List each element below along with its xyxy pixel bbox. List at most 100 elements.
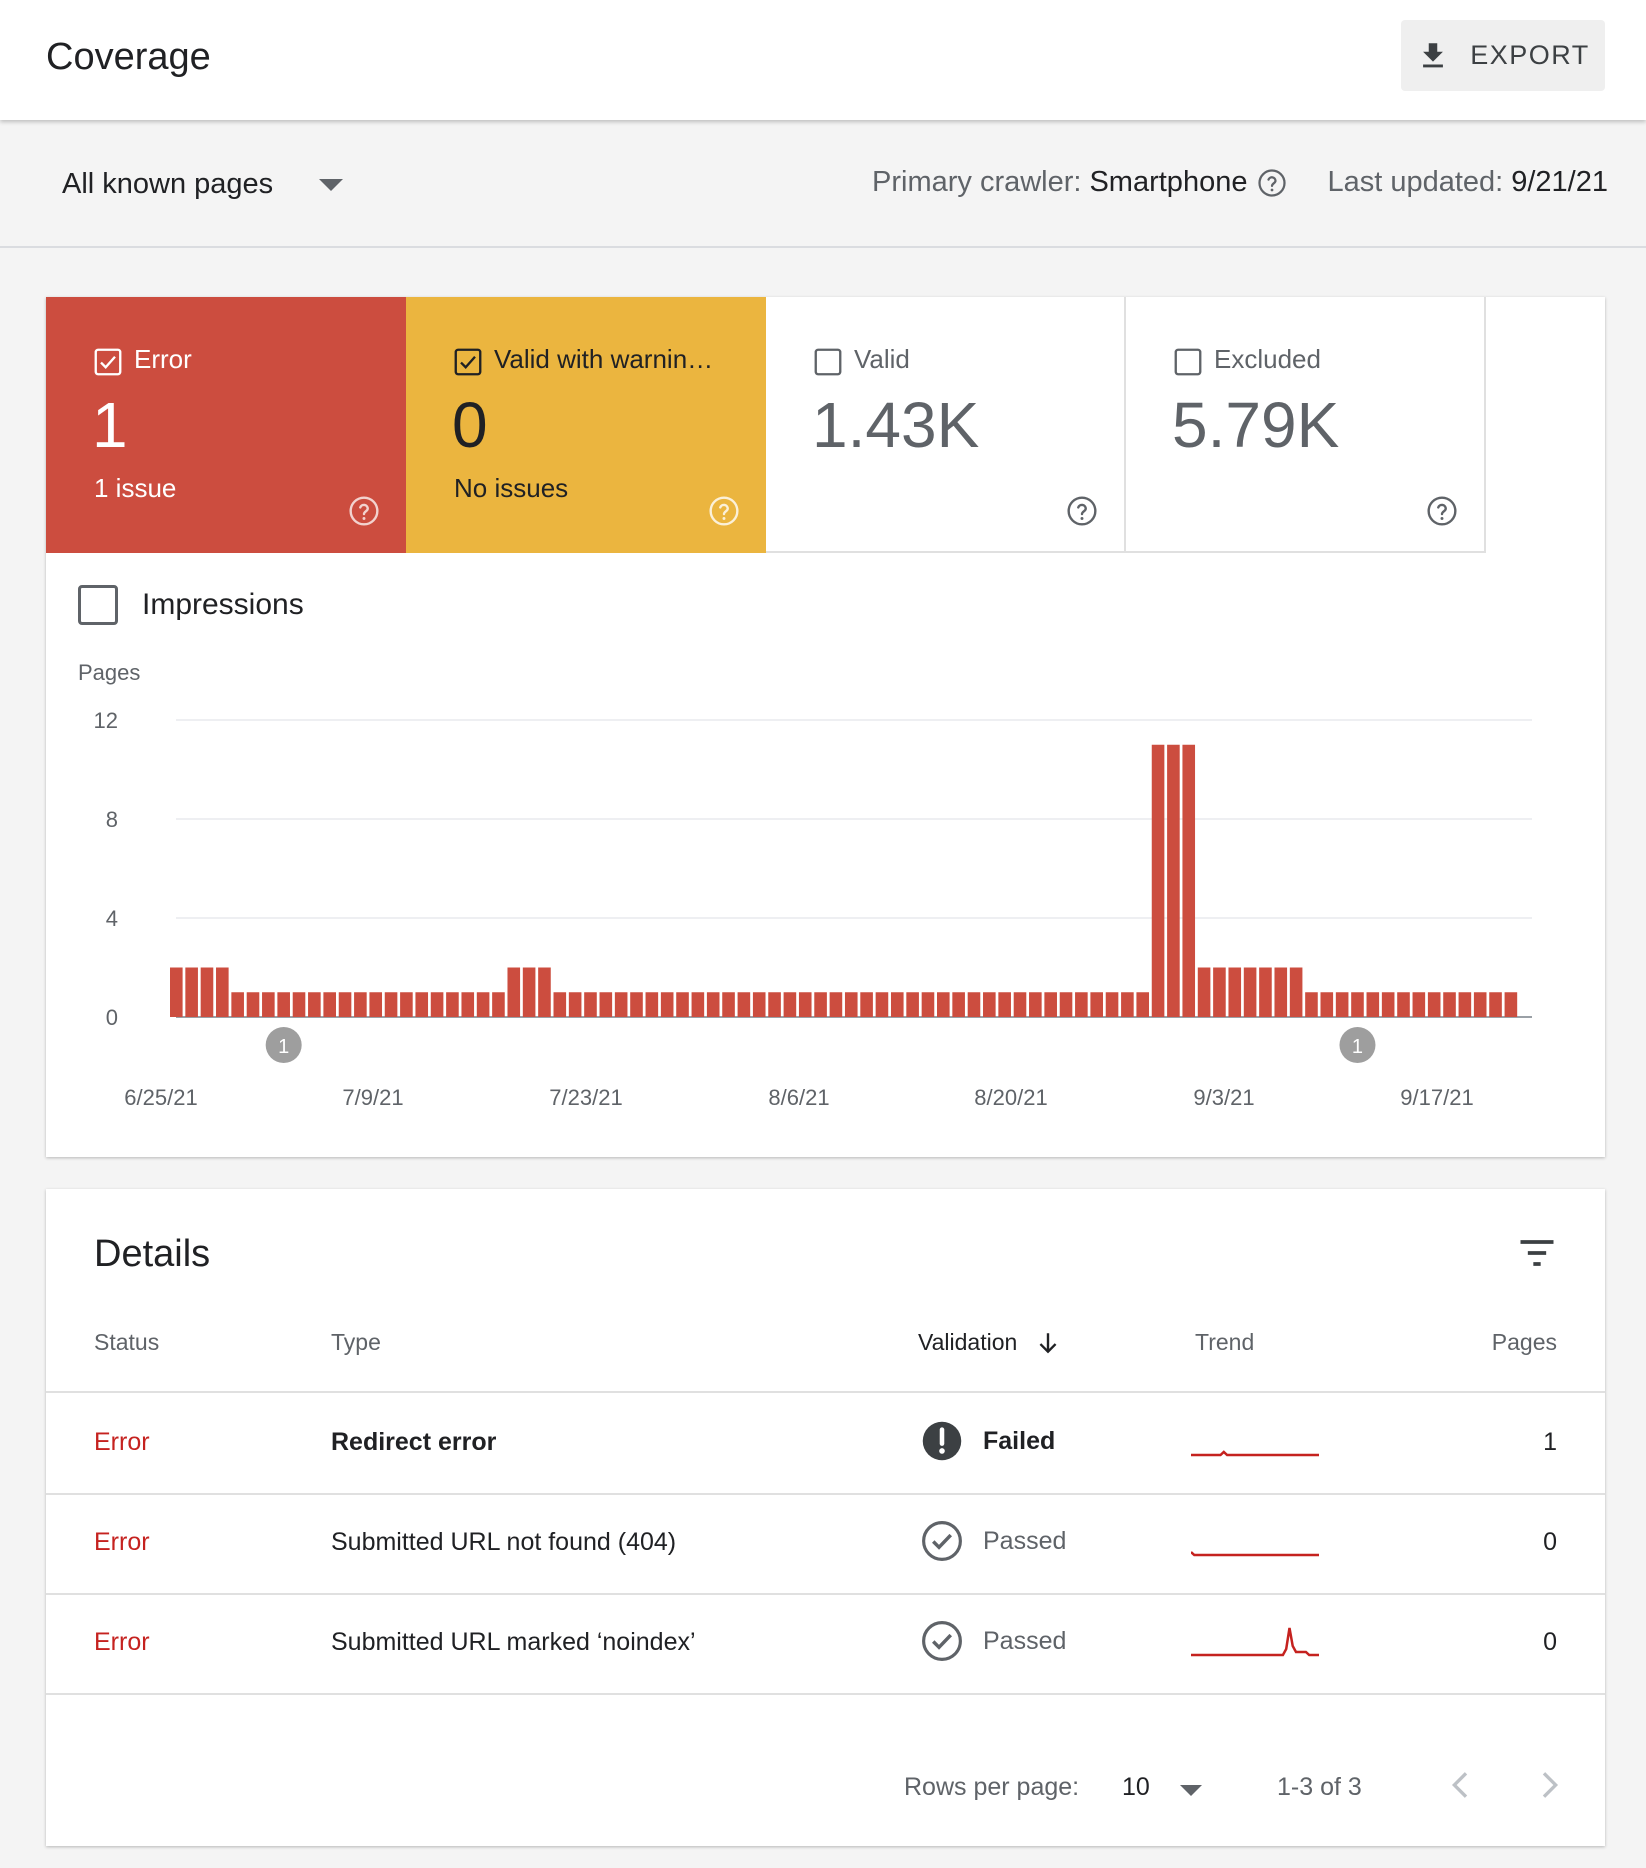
chart-bar[interactable] [216,967,229,1018]
chart-bar[interactable] [1075,992,1088,1017]
chart-bar[interactable] [630,992,643,1017]
chart-bar[interactable] [1305,992,1318,1017]
chart-bar[interactable] [246,992,260,1017]
chart-bar[interactable] [185,967,198,1018]
chart-bar[interactable] [860,992,873,1017]
chart-bar[interactable] [446,992,459,1017]
chart-bar[interactable] [1504,992,1518,1017]
chart-bar[interactable] [783,992,797,1017]
chart-bar[interactable] [906,992,919,1017]
help-icon[interactable] [1257,168,1287,198]
chart-bar[interactable] [538,967,551,1018]
chart-bar[interactable] [1013,992,1027,1017]
chart-bar[interactable] [660,992,674,1017]
chart-bar[interactable] [1412,992,1426,1017]
chart-bar[interactable] [1197,967,1211,1018]
chart-bar[interactable] [553,992,567,1017]
help-icon[interactable] [708,495,740,527]
chart-bar[interactable] [967,992,981,1017]
chart-bar[interactable] [844,992,858,1017]
chart-bar[interactable] [829,992,843,1017]
dropdown-arrow-icon[interactable] [1180,1785,1202,1796]
chart-bar[interactable] [430,992,444,1017]
chart-bar[interactable] [921,992,935,1017]
chart-bar[interactable] [1274,967,1288,1018]
chart-bar[interactable] [1044,992,1057,1017]
chart-bar[interactable] [415,992,429,1017]
column-trend[interactable]: Trend [1195,1329,1255,1355]
page-type-dropdown[interactable]: All known pages [62,168,344,201]
chart-bar[interactable] [752,992,766,1017]
chart-bar[interactable] [522,967,536,1018]
chart-bar[interactable] [737,992,751,1017]
tile-excluded[interactable]: Excluded 5.79K [1126,297,1486,553]
chart-bar[interactable] [1059,992,1073,1017]
chevron-left-icon[interactable] [1441,1765,1481,1805]
column-validation[interactable]: Validation [918,1329,1061,1356]
checkbox-checked-icon[interactable] [454,348,482,376]
chart-bar[interactable] [798,992,812,1017]
chart-bar[interactable] [599,992,613,1017]
chart-bar[interactable] [706,992,720,1017]
chart-bar[interactable] [722,992,735,1017]
export-button[interactable]: EXPORT [1401,20,1605,91]
chevron-right-icon[interactable] [1529,1765,1569,1805]
table-row[interactable]: Error Redirect error Failed 1 [46,1395,1605,1495]
checkbox-unchecked-icon[interactable] [1174,348,1202,376]
chart-bar[interactable] [1090,992,1103,1017]
chart-bar[interactable] [875,992,889,1017]
help-icon[interactable] [1426,495,1458,527]
annotation-marker[interactable]: 1 [1339,1027,1376,1063]
chart-bar[interactable] [1105,992,1119,1017]
chart-bar[interactable] [691,992,705,1017]
chart-bar[interactable] [1151,744,1165,1017]
chart-bar[interactable] [768,992,781,1017]
chart-bar[interactable] [231,992,244,1017]
chart-bar[interactable] [369,992,383,1017]
filter-icon[interactable] [1515,1231,1559,1275]
chart-bar[interactable] [998,992,1011,1017]
help-icon[interactable] [348,495,380,527]
chart-bar[interactable] [937,992,950,1017]
chart-bar[interactable] [614,992,628,1017]
tile-error[interactable]: Error 1 1 issue [46,297,406,553]
chart-bar[interactable] [1029,992,1042,1017]
chart-bar[interactable] [1289,967,1303,1018]
chart-bar[interactable] [200,967,214,1018]
chart-bar[interactable] [1366,992,1380,1017]
chart-bar[interactable] [1427,992,1441,1017]
column-status[interactable]: Status [94,1329,160,1355]
chart-bar[interactable] [354,992,367,1017]
chart-bar[interactable] [400,992,413,1017]
chart-bar[interactable] [323,992,336,1017]
chart-bar[interactable] [1259,967,1272,1018]
chart-bar[interactable] [1473,992,1487,1017]
chart-bar[interactable] [1320,992,1334,1017]
chart-bar[interactable] [1335,992,1349,1017]
chart-bar[interactable] [1489,992,1502,1017]
chart-bar[interactable] [1443,992,1456,1017]
annotation-marker[interactable]: 1 [265,1027,302,1063]
chart-bar[interactable] [568,992,582,1017]
chart-bar[interactable] [277,992,290,1017]
chart-bar[interactable] [1458,992,1472,1017]
chart-bar[interactable] [1228,967,1242,1018]
chart-bar[interactable] [1397,992,1410,1017]
chart-bar[interactable] [1182,744,1196,1017]
tile-warning[interactable]: Valid with warnin… 0 No issues [406,297,766,553]
chart-bar[interactable] [1136,992,1150,1017]
impressions-toggle[interactable]: Impressions [78,585,304,625]
help-icon[interactable] [1066,495,1098,527]
chart-bar[interactable] [384,992,398,1017]
chart-bar[interactable] [1351,992,1364,1017]
chart-bar[interactable] [461,992,475,1017]
chart-bar[interactable] [262,992,275,1017]
chart-bar[interactable] [584,992,597,1017]
rows-per-page-select[interactable]: 10 [1122,1773,1150,1801]
chart-bar[interactable] [1243,967,1257,1018]
chart-bar[interactable] [1213,967,1226,1018]
chart-bar[interactable] [507,967,521,1018]
chart-bar[interactable] [1167,744,1180,1017]
chart-bar[interactable] [476,992,490,1017]
chart-bar[interactable] [952,992,965,1017]
